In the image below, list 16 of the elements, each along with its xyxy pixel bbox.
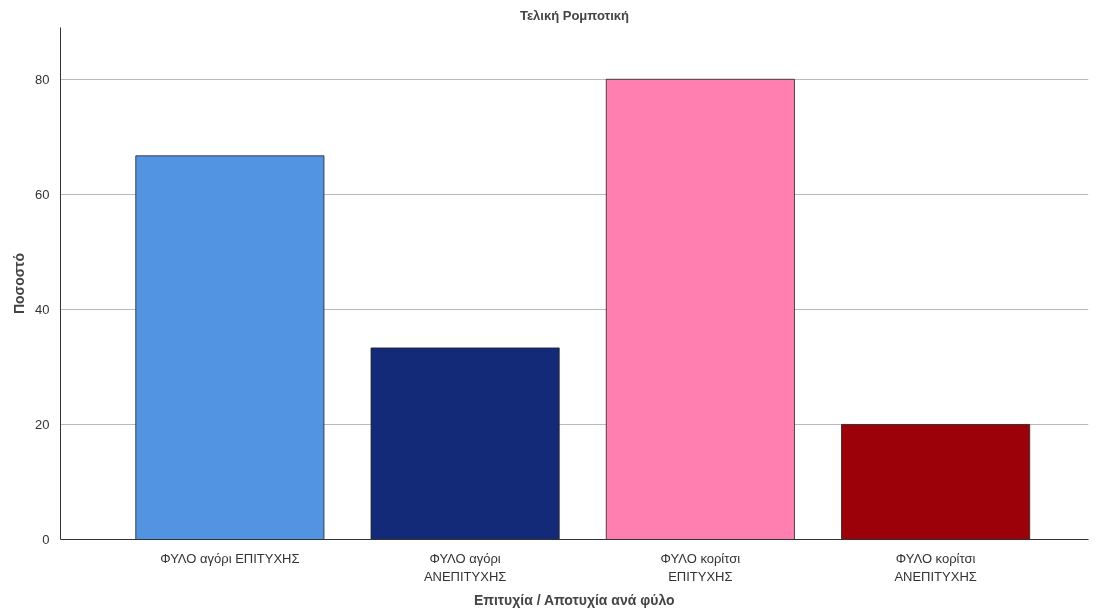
bar: [841, 424, 1031, 540]
x-tick-label: ΦΥΛΟ κορίτσι ΕΠΙΤΥΧΗΣ: [660, 550, 741, 584]
x-tick-label: ΦΥΛΟ αγόρι ΑΝΕΠΙΤΥΧΗΣ: [423, 550, 507, 584]
y-tick-label: 0: [42, 532, 50, 547]
y-axis-title: Ποσοστό: [11, 252, 28, 315]
y-tick-label: 80: [35, 71, 50, 87]
bar: [135, 155, 325, 540]
y-tick-label: 60: [35, 186, 50, 202]
x-tick-label: ΦΥΛΟ αγόρι ΕΠΙΤΥΧΗΣ: [160, 550, 300, 566]
chart-title: Τελική Ρομποτική: [519, 7, 630, 23]
y-tick-label: 40: [35, 301, 50, 317]
bar: [605, 78, 795, 540]
y-tick-label: 20: [35, 416, 50, 432]
x-tick-label: ΦΥΛΟ κορίτσι ΑΝΕΠΙΤΥΧΗΣ: [894, 550, 977, 584]
bar: [370, 347, 560, 540]
x-axis-title: Επιτυχία / Αποτυχία ανά φύλο: [473, 591, 675, 608]
